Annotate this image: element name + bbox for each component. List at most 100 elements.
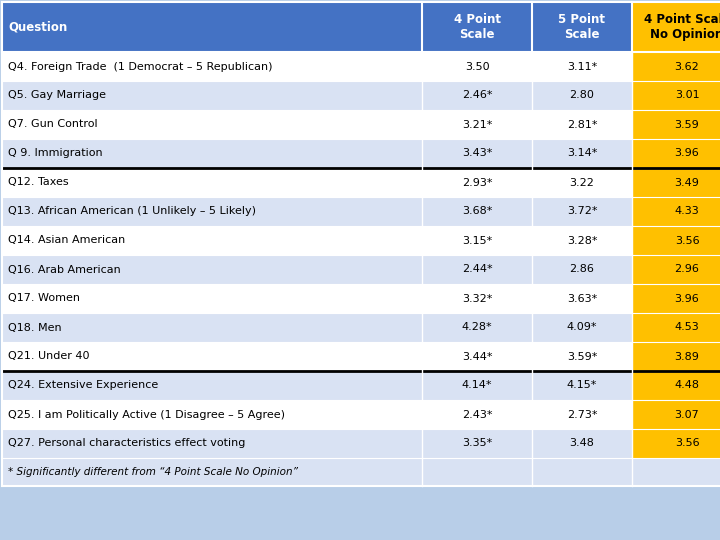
Bar	[632, 313, 720, 342]
Text: 4 Point
Scale: 4 Point Scale	[454, 13, 500, 41]
Bar	[632, 255, 720, 284]
Text: 2.96: 2.96	[675, 265, 699, 274]
Text: Q18. Men: Q18. Men	[8, 322, 62, 333]
Text: Q12. Taxes: Q12. Taxes	[8, 178, 68, 187]
Bar	[422, 371, 532, 400]
Bar	[422, 342, 532, 371]
Bar	[422, 52, 532, 81]
Bar	[532, 139, 632, 168]
Bar	[2, 342, 422, 371]
Text: 3.01: 3.01	[675, 91, 699, 100]
Text: 3.07: 3.07	[675, 409, 699, 420]
Text: Q24. Extensive Experience: Q24. Extensive Experience	[8, 381, 158, 390]
Bar	[422, 284, 532, 313]
Text: 3.14*: 3.14*	[567, 148, 597, 159]
Bar	[422, 255, 532, 284]
Bar	[2, 2, 422, 52]
Text: Q16. Arab American: Q16. Arab American	[8, 265, 121, 274]
Text: Q4. Foreign Trade  (1 Democrat – 5 Republican): Q4. Foreign Trade (1 Democrat – 5 Republ…	[8, 62, 272, 71]
Text: 4.14*: 4.14*	[462, 381, 492, 390]
Text: 3.63*: 3.63*	[567, 294, 597, 303]
Text: 4 Point Scale
No Opinion: 4 Point Scale No Opinion	[644, 13, 720, 41]
Bar	[632, 2, 720, 52]
Text: 2.44*: 2.44*	[462, 265, 492, 274]
Bar	[632, 52, 720, 81]
Text: 2.93*: 2.93*	[462, 178, 492, 187]
Bar	[2, 110, 422, 139]
Bar	[532, 110, 632, 139]
Text: 4.33: 4.33	[675, 206, 699, 217]
Text: 4.28*: 4.28*	[462, 322, 492, 333]
Bar	[532, 371, 632, 400]
Bar	[2, 400, 422, 429]
Bar	[2, 226, 422, 255]
Bar	[2, 52, 422, 81]
Bar	[632, 226, 720, 255]
Bar	[532, 81, 632, 110]
Text: 3.43*: 3.43*	[462, 148, 492, 159]
Bar	[422, 429, 532, 458]
Text: 3.22: 3.22	[570, 178, 595, 187]
Text: 3.89: 3.89	[675, 352, 699, 361]
Bar	[532, 2, 632, 52]
Text: Q25. I am Politically Active (1 Disagree – 5 Agree): Q25. I am Politically Active (1 Disagree…	[8, 409, 285, 420]
Bar	[532, 168, 632, 197]
Text: 3.49: 3.49	[675, 178, 699, 187]
Bar	[2, 168, 422, 197]
Bar	[422, 197, 532, 226]
Text: 2.81*: 2.81*	[567, 119, 598, 130]
Bar	[2, 197, 422, 226]
Bar	[422, 313, 532, 342]
Bar	[2, 81, 422, 110]
Bar	[422, 400, 532, 429]
Text: 3.21*: 3.21*	[462, 119, 492, 130]
Text: 4.15*: 4.15*	[567, 381, 597, 390]
Bar	[632, 81, 720, 110]
Bar	[422, 168, 532, 197]
Text: 3.50: 3.50	[464, 62, 490, 71]
Bar	[422, 139, 532, 168]
Bar	[2, 371, 422, 400]
Bar	[2, 458, 720, 486]
Text: Q27. Personal characteristics effect voting: Q27. Personal characteristics effect vot…	[8, 438, 246, 449]
Text: 4.48: 4.48	[675, 381, 700, 390]
Text: 3.56: 3.56	[675, 235, 699, 246]
Text: 3.59: 3.59	[675, 119, 699, 130]
Text: Q17. Women: Q17. Women	[8, 294, 80, 303]
Text: 3.32*: 3.32*	[462, 294, 492, 303]
Bar	[632, 168, 720, 197]
Text: Question: Question	[8, 21, 67, 33]
Bar	[2, 139, 422, 168]
Bar	[532, 429, 632, 458]
Text: 3.28*: 3.28*	[567, 235, 598, 246]
Text: 2.73*: 2.73*	[567, 409, 598, 420]
Bar	[2, 429, 422, 458]
Text: 3.62: 3.62	[675, 62, 699, 71]
Bar	[632, 284, 720, 313]
Bar	[632, 110, 720, 139]
Text: 3.15*: 3.15*	[462, 235, 492, 246]
Text: 2.46*: 2.46*	[462, 91, 492, 100]
Text: 3.56: 3.56	[675, 438, 699, 449]
Bar	[532, 255, 632, 284]
Bar	[422, 2, 532, 52]
Bar	[632, 400, 720, 429]
Text: Q5. Gay Marriage: Q5. Gay Marriage	[8, 91, 106, 100]
Text: 3.44*: 3.44*	[462, 352, 492, 361]
Text: 5 Point
Scale: 5 Point Scale	[559, 13, 606, 41]
Text: Q21. Under 40: Q21. Under 40	[8, 352, 89, 361]
Bar	[532, 400, 632, 429]
Bar	[422, 81, 532, 110]
Bar	[532, 226, 632, 255]
Text: 3.96: 3.96	[675, 148, 699, 159]
Text: 3.72*: 3.72*	[567, 206, 598, 217]
Bar	[532, 313, 632, 342]
Bar	[532, 197, 632, 226]
Bar	[2, 313, 422, 342]
Bar	[632, 429, 720, 458]
Bar	[632, 197, 720, 226]
Text: 3.59*: 3.59*	[567, 352, 597, 361]
Bar	[422, 226, 532, 255]
Text: 3.96: 3.96	[675, 294, 699, 303]
Bar	[632, 342, 720, 371]
